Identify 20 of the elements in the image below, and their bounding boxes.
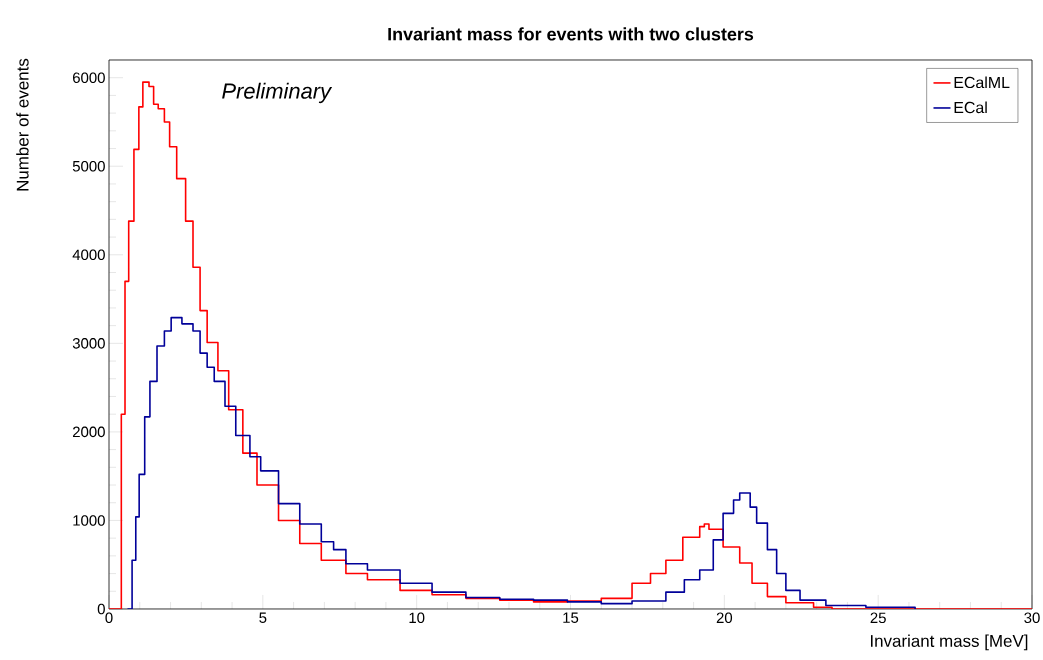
y-axis-title: Number of events: [16, 58, 29, 191]
x-tick-label: 25: [870, 612, 886, 624]
x-tick-label: 0: [105, 612, 113, 624]
y-tick-label: 1000: [73, 515, 105, 526]
legend-label: ECalML: [954, 76, 1010, 89]
x-tick-label: 15: [563, 612, 579, 623]
y-tick-label: 6000: [73, 72, 105, 83]
y-tick-label: 4000: [72, 249, 105, 261]
x-axis-title: Invariant mass [MeV]: [870, 634, 1028, 651]
annotation: Preliminary: [222, 82, 333, 104]
chart-title: Invariant mass for events with two clusters: [388, 27, 754, 41]
x-tick-label: 30: [1024, 612, 1040, 624]
x-tick-label: 5: [259, 612, 267, 623]
x-tick-label: 20: [716, 612, 733, 624]
y-tick-label: 0: [97, 603, 105, 615]
x-tick-label: 10: [409, 612, 425, 624]
y-tick-label: 3000: [72, 338, 105, 349]
legend-label: ECal: [954, 101, 987, 114]
y-tick-label: 2000: [72, 426, 105, 438]
y-tick-label: 5000: [72, 160, 105, 172]
